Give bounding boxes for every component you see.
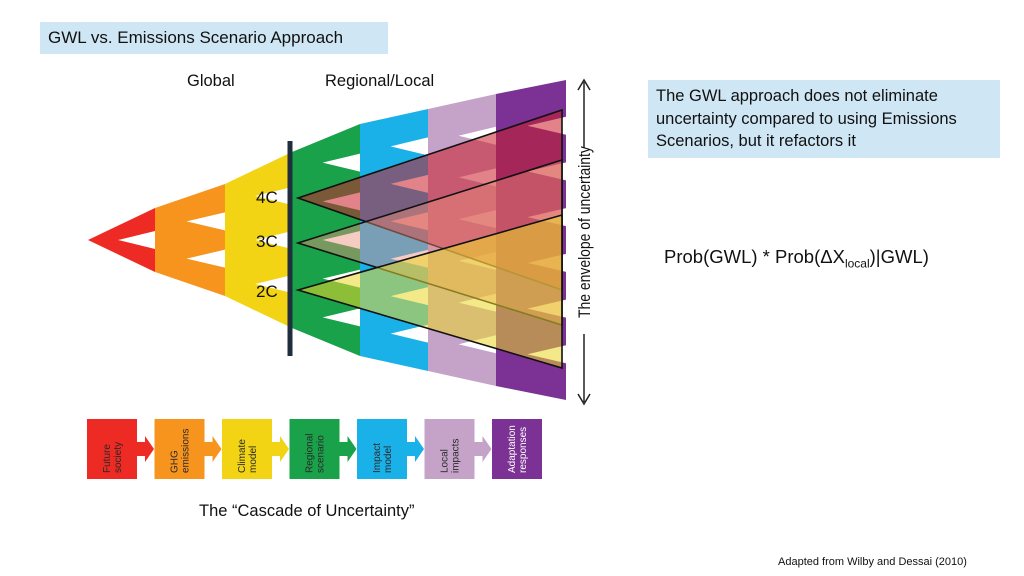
gwl-label-2c: 2C <box>256 282 278 301</box>
source-credit: Adapted from Wilby and Dessai (2010) <box>778 556 967 568</box>
formula-prefix: Prob(GWL) * Prob(ΔX <box>664 246 845 267</box>
cascade-step-2: GHGemissions <box>154 419 222 479</box>
regional-local-label: Regional/Local <box>325 72 435 90</box>
cascade-step-7: Adaptationresponses <box>492 419 542 479</box>
cascade-step-label: Localimpacts <box>440 439 462 473</box>
gwl-label-3c: 3C <box>256 232 278 251</box>
cascade-step-label: Impactmodel <box>372 443 394 473</box>
cascade-step-3: Climatemodel <box>222 419 289 479</box>
cascade-step-label: Climatemodel <box>237 439 259 473</box>
envelope-label: The envelope of uncertainty <box>576 146 595 318</box>
gwl-fan-3 <box>295 213 563 370</box>
callout-box: The GWL approach does not eliminate unce… <box>648 80 1000 158</box>
cascade-step-1: Futuresociety <box>87 419 154 479</box>
global-label: Global <box>187 72 235 90</box>
cascade-step-4: Regionalscenario <box>289 419 357 479</box>
slide-title: GWL vs. Emissions Scenario Approach <box>40 22 388 54</box>
cascade-row: Futuresociety GHGemissions Climatemodel Reg… <box>87 419 542 479</box>
cascade-caption: The “Cascade of Uncertainty” <box>199 502 415 520</box>
cascade-step-6: Localimpacts <box>424 419 492 479</box>
cascade-step-5: Impactmodel <box>357 419 424 479</box>
formula-subscript: local <box>844 256 870 271</box>
probability-formula: Prob(GWL) * Prob(ΔXlocal)|GWL) <box>664 246 929 271</box>
cascade-step-label: Adaptationresponses <box>507 425 529 473</box>
formula-suffix: )|GWL) <box>869 246 929 267</box>
tree-stage-3 <box>225 152 292 328</box>
cascade-step-label: GHGemissions <box>170 429 192 473</box>
tree-stage-1 <box>88 208 155 272</box>
gwl-label-4c: 4C <box>256 188 278 207</box>
gwl-overlays <box>295 108 563 370</box>
cascade-step-label: Regionalscenario <box>305 434 327 473</box>
tree-stage-2 <box>155 184 225 296</box>
cascade-step-label: Futuresociety <box>102 442 124 473</box>
envelope-arrow: The envelope of uncertainty <box>576 78 595 406</box>
